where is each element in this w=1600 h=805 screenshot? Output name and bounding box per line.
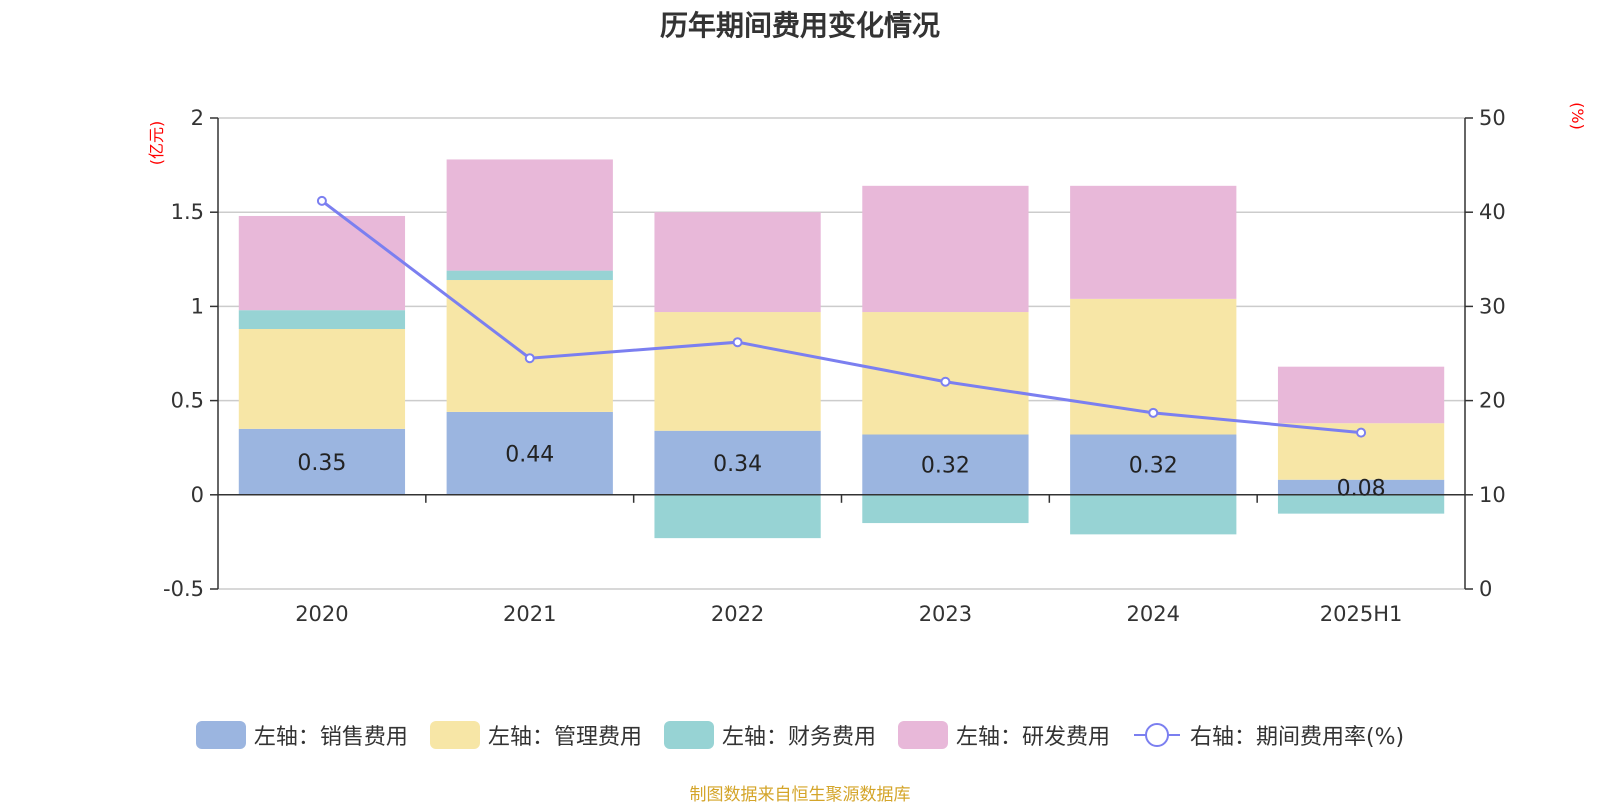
legend-item[interactable]: 右轴：期间费用率(%) <box>1132 719 1404 751</box>
bar-segment <box>654 494 821 539</box>
bar-segment <box>862 494 1029 524</box>
x-tick-label: 2020 <box>295 602 348 626</box>
legend-item[interactable]: 左轴：研发费用 <box>897 719 1110 751</box>
source-note: 制图数据来自恒生聚源数据库 <box>689 785 911 805</box>
right-tick-label: 50 <box>1479 106 1506 130</box>
bar-segment <box>1070 494 1237 535</box>
x-tick-label: 2021 <box>503 602 556 626</box>
x-tick-label: 2022 <box>711 602 764 626</box>
rate-point <box>1356 427 1367 438</box>
left-tick-label: 1 <box>191 294 204 318</box>
legend-item[interactable]: 左轴：销售费用 <box>195 719 408 751</box>
label-layer: 0.35 0.44 0.34 0.32 0.32 0.08 <box>297 442 1385 501</box>
bar-segment <box>1277 479 1445 495</box>
bar-segment <box>654 312 821 431</box>
bar-segment <box>446 411 613 495</box>
legend-label: 左轴：销售费用 <box>253 725 408 750</box>
bar-segment <box>1070 185 1237 299</box>
legend-swatch <box>663 721 714 749</box>
rate-point <box>524 353 535 364</box>
legend-label: 右轴：期间费用率(%) <box>1189 725 1405 750</box>
left-tick-label: -0.5 <box>163 577 204 601</box>
line-layer <box>316 195 1367 438</box>
right-tick-label: 0 <box>1479 577 1492 601</box>
right-tick-label: 30 <box>1479 294 1506 318</box>
bar-segment <box>238 310 406 330</box>
left-tick-label: 0.5 <box>171 389 204 413</box>
right-tick-label: 20 <box>1479 389 1506 413</box>
legend-swatch <box>897 721 948 749</box>
right-tick-label: 40 <box>1479 200 1506 224</box>
rate-point <box>940 376 951 387</box>
chart-title: 历年期间费用变化情况 <box>659 9 940 42</box>
legend-item[interactable]: 左轴：财务费用 <box>663 719 876 751</box>
bar-value-label: 0.08 <box>1337 476 1386 501</box>
bar-value-label: 0.44 <box>505 442 554 467</box>
bar-segment <box>446 270 613 281</box>
bar-segment <box>446 159 613 271</box>
legend: 左轴：销售费用 左轴：管理费用 左轴：财务费用 左轴：研发费用 右轴：期间费用率(%) <box>0 719 1600 751</box>
legend-swatch <box>429 721 480 749</box>
bar-segment <box>238 329 406 429</box>
bar-segment <box>1070 434 1237 495</box>
bar-value-label: 0.32 <box>1129 454 1178 479</box>
legend-line-marker <box>1133 723 1180 747</box>
legend-swatch <box>195 721 246 749</box>
bar-layer <box>238 159 1445 539</box>
axis-layer: 2020 2021 2022 2023 2024 2025H1 -0.5 0 0.5 1 1.5 2 (… <box>147 102 1587 626</box>
bar-segment <box>1277 494 1445 514</box>
bar-segment <box>1277 366 1445 424</box>
legend-item[interactable]: 左轴：管理费用 <box>429 719 642 751</box>
rate-point <box>1148 407 1159 418</box>
bar-segment <box>238 428 406 495</box>
bar-segment <box>446 280 613 412</box>
x-tick-label: 2024 <box>1127 602 1180 626</box>
bar-value-label: 0.34 <box>713 452 762 477</box>
x-tick-label: 2025H1 <box>1320 602 1403 626</box>
bar-segment <box>862 185 1029 313</box>
legend-label: 左轴：财务费用 <box>721 725 876 750</box>
left-axis-unit: (亿元) <box>147 121 166 166</box>
bar-value-label: 0.32 <box>921 454 970 479</box>
x-tick-label: 2023 <box>919 602 972 626</box>
bar-segment <box>238 215 406 311</box>
bar-segment <box>654 430 821 495</box>
left-tick-label: 2 <box>191 106 204 130</box>
rate-point <box>316 195 327 206</box>
bar-segment <box>862 312 1029 435</box>
left-tick-label: 1.5 <box>171 200 204 224</box>
rate-point <box>732 337 743 348</box>
legend-label: 左轴：研发费用 <box>955 725 1110 750</box>
right-tick-label: 10 <box>1479 483 1506 507</box>
legend-label: 左轴：管理费用 <box>487 725 642 750</box>
rate-line <box>321 199 1362 435</box>
right-axis-unit: (%) <box>1568 102 1587 130</box>
bar-value-label: 0.35 <box>297 451 346 476</box>
bar-segment <box>862 434 1029 495</box>
left-tick-label: 0 <box>191 483 204 507</box>
bar-segment <box>654 212 821 313</box>
